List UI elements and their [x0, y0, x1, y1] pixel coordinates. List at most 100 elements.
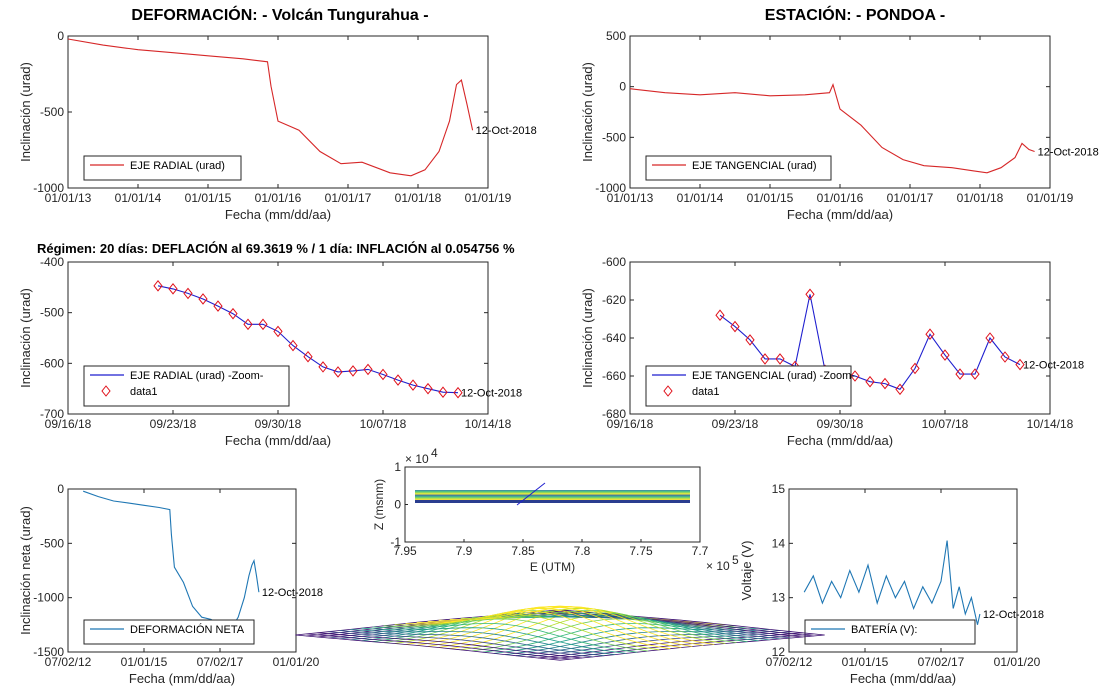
- x-tick-label: 01/01/19: [465, 191, 512, 205]
- data-point-marker: [288, 339, 298, 352]
- x-tick-label: 10/14/18: [1027, 417, 1074, 431]
- surface-band: [415, 491, 690, 493]
- data-point-marker: [1015, 358, 1025, 371]
- surface-band: [415, 490, 690, 493]
- chart-bateria: 07/02/12 01/01/15 07/02/17 01/01/20 15 14 13 12…: [739, 482, 1044, 686]
- legend-marker: [101, 385, 111, 397]
- x-axis-label: Fecha (mm/dd/aa): [129, 671, 235, 686]
- x-axis-label: Fecha (mm/dd/aa): [225, 207, 331, 222]
- end-date-label: 12-Oct-2018: [1038, 147, 1099, 159]
- mesh-line: [449, 606, 715, 645]
- y-tick-label: -1000: [33, 181, 64, 195]
- data-point-marker: [318, 361, 328, 373]
- legend: [83, 365, 290, 407]
- data-point-marker: [1000, 351, 1010, 363]
- y-tick-label: 0: [619, 80, 626, 94]
- x-tick-label: 7.9: [456, 544, 473, 558]
- regime-text: Régimen: 20 días: DEFLACIÓN al 69.3619 %…: [37, 241, 515, 256]
- end-date-label: 12-Oct-2018: [262, 587, 323, 599]
- y-tick-label: -1500: [33, 645, 64, 659]
- x-tick-label: 01/01/16: [817, 191, 864, 205]
- y-tick-label: 0: [57, 29, 64, 43]
- data-point-marker: [453, 386, 463, 399]
- x-tick-label: 07/02/17: [197, 655, 244, 669]
- y-tick-label: -1000: [595, 181, 626, 195]
- data-point-marker: [153, 280, 163, 292]
- data-point-marker: [198, 293, 208, 305]
- legend: [645, 365, 852, 407]
- data-point-marker: [850, 370, 860, 382]
- data-point-marker: [423, 382, 433, 395]
- y-tick-label: -1000: [33, 591, 64, 605]
- y-tick-label: -500: [40, 105, 64, 119]
- series-line: [67, 38, 474, 177]
- mesh-line: [372, 623, 638, 653]
- x-tick-label: 7.7: [692, 544, 709, 558]
- mesh-line: [306, 633, 572, 660]
- surface-base: [415, 500, 690, 503]
- data-point-marker: [393, 374, 403, 386]
- data-point-marker: [910, 362, 920, 375]
- x-tick-label: 7.75: [629, 544, 653, 558]
- x-tick-label: 01/01/18: [957, 191, 1004, 205]
- x-tick-label: 01/01/20: [994, 655, 1041, 669]
- mesh-line: [383, 618, 649, 652]
- y-tick-label: -600: [40, 356, 64, 370]
- end-date-label: 12-Oct-2018: [476, 125, 537, 137]
- data-point-marker: [880, 377, 890, 390]
- data-point-marker: [940, 349, 950, 361]
- x-tick-label: 09/16/18: [607, 417, 654, 431]
- y-axis-label: Inclinación (urad): [18, 62, 33, 162]
- x-tick-label: 10/14/18: [465, 417, 512, 431]
- data-point-marker: [955, 368, 965, 380]
- x-tick-label: 01/01/13: [45, 191, 92, 205]
- data-point-marker: [303, 350, 313, 363]
- x-tick-label: 7.95: [393, 544, 417, 558]
- data-point-marker: [273, 325, 283, 338]
- x-tick-label: 7.85: [511, 544, 535, 558]
- x-tick-label: 10/07/18: [922, 417, 969, 431]
- end-date-label: 12-Oct-2018: [1023, 360, 1084, 372]
- mesh-line: [328, 631, 594, 658]
- data-point-marker: [775, 353, 785, 365]
- surface-band: [415, 498, 690, 500]
- x-tick-label: 09/23/18: [712, 417, 759, 431]
- x-tick-label: 01/01/15: [185, 191, 232, 205]
- y-axis-label: Inclinación (urad): [18, 288, 33, 388]
- mesh-line: [361, 627, 627, 654]
- legend-label: BATERÍA (V):: [851, 623, 917, 636]
- x-tick-label: 01/01/19: [1027, 191, 1074, 205]
- chart-radial-zoom: 09/16/18 09/23/18 09/30/18 10/07/18 10/14/18…: [18, 255, 522, 448]
- y-tick-label: 13: [772, 591, 786, 605]
- data-point-marker: [438, 386, 448, 399]
- y-tick-label: -1: [390, 535, 401, 549]
- x-tick-label: 01/01/20: [273, 655, 320, 669]
- x-tick-label: 09/30/18: [817, 417, 864, 431]
- x-tick-label: 01/01/17: [325, 191, 372, 205]
- chart-neta: 07/02/12 01/01/15 07/02/17 01/01/20 0 -500 -10…: [18, 482, 323, 686]
- chart-tangencial: 01/01/13 01/01/14 01/01/15 01/01/16 01/01/17…: [580, 29, 1099, 222]
- y-tick-label: -500: [602, 130, 626, 144]
- x-axis-label: Fecha (mm/dd/aa): [225, 433, 331, 448]
- x-exponent-power: 5: [732, 553, 739, 567]
- chart-radial: 01/01/13 01/01/14 01/01/15 01/01/16 01/01/17…: [18, 29, 537, 222]
- data-point-marker: [865, 375, 875, 388]
- series-line: [719, 294, 1021, 390]
- x-tick-label: 09/30/18: [255, 417, 302, 431]
- data-point-marker: [895, 383, 905, 396]
- legend-label: EJE RADIAL (urad): [130, 160, 225, 172]
- data-point-marker: [258, 318, 268, 331]
- plot-area: [404, 466, 701, 543]
- x-tick-label: 07/02/12: [766, 655, 813, 669]
- end-date-label: 12-Oct-2018: [461, 388, 522, 400]
- data-point-marker: [805, 288, 815, 301]
- data-point-marker: [243, 318, 253, 331]
- legend: [83, 619, 255, 645]
- legend-label: EJE TANGENCIAL (urad): [692, 160, 817, 172]
- mesh-line: [548, 610, 814, 637]
- y-axis-label: Inclinación neta (urad): [18, 506, 33, 635]
- surface-band: [415, 499, 690, 501]
- mesh-line: [438, 605, 704, 646]
- legend-label: EJE TANGENCIAL (urad) -Zoom-: [692, 370, 855, 382]
